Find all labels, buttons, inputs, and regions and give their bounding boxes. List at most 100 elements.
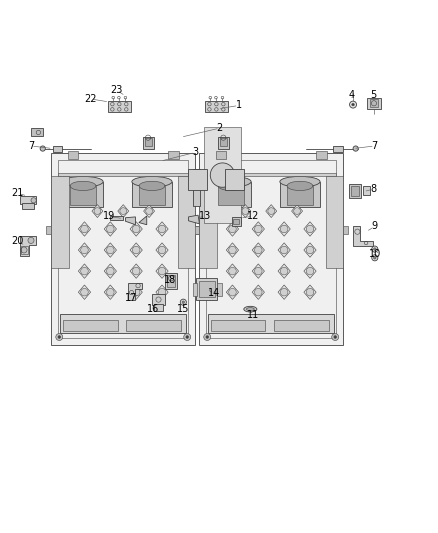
Text: 8: 8 bbox=[371, 184, 377, 194]
Bar bbox=[233, 219, 240, 224]
Bar bbox=[199, 281, 215, 297]
Bar bbox=[145, 138, 152, 146]
Bar bbox=[143, 137, 154, 149]
Circle shape bbox=[374, 248, 376, 251]
Text: 7: 7 bbox=[372, 141, 378, 151]
Text: 15: 15 bbox=[177, 304, 190, 314]
Circle shape bbox=[158, 246, 166, 254]
Ellipse shape bbox=[63, 176, 103, 187]
Ellipse shape bbox=[70, 181, 96, 190]
Polygon shape bbox=[130, 264, 142, 278]
Polygon shape bbox=[104, 222, 117, 236]
Polygon shape bbox=[156, 264, 168, 278]
Polygon shape bbox=[130, 243, 142, 257]
Polygon shape bbox=[304, 222, 316, 236]
Bar bbox=[204, 127, 241, 223]
Polygon shape bbox=[278, 243, 290, 257]
Text: 12: 12 bbox=[247, 212, 259, 221]
Text: 23: 23 bbox=[110, 85, 123, 95]
Polygon shape bbox=[304, 285, 316, 300]
Bar bbox=[53, 146, 62, 151]
Polygon shape bbox=[266, 205, 277, 217]
Bar bbox=[70, 186, 96, 205]
Circle shape bbox=[132, 225, 140, 233]
Circle shape bbox=[146, 208, 152, 214]
Polygon shape bbox=[125, 217, 135, 225]
Bar bbox=[225, 168, 244, 190]
Polygon shape bbox=[78, 222, 91, 236]
Bar bbox=[205, 101, 228, 112]
Circle shape bbox=[372, 255, 378, 261]
Text: 7: 7 bbox=[28, 141, 34, 151]
Polygon shape bbox=[278, 264, 290, 278]
Polygon shape bbox=[128, 283, 141, 301]
Bar bbox=[333, 146, 343, 151]
Bar bbox=[193, 283, 197, 296]
Bar bbox=[211, 182, 251, 207]
Bar bbox=[232, 217, 241, 225]
Bar bbox=[367, 98, 381, 109]
Bar bbox=[139, 186, 165, 205]
Circle shape bbox=[94, 208, 101, 214]
Text: 20: 20 bbox=[12, 236, 24, 246]
Bar bbox=[193, 168, 200, 206]
Polygon shape bbox=[78, 264, 91, 278]
Circle shape bbox=[242, 208, 249, 214]
Text: 22: 22 bbox=[85, 94, 97, 104]
Circle shape bbox=[28, 237, 34, 244]
Polygon shape bbox=[252, 222, 265, 236]
Circle shape bbox=[120, 208, 127, 214]
Bar bbox=[178, 176, 195, 268]
Bar bbox=[168, 151, 179, 158]
Text: 5: 5 bbox=[371, 90, 377, 100]
Text: 9: 9 bbox=[372, 221, 378, 231]
Bar bbox=[199, 154, 343, 345]
Bar bbox=[196, 278, 217, 301]
Polygon shape bbox=[226, 285, 239, 300]
Text: 18: 18 bbox=[164, 276, 177, 286]
Circle shape bbox=[353, 146, 358, 151]
Circle shape bbox=[21, 247, 27, 253]
Text: 2: 2 bbox=[217, 123, 223, 133]
Polygon shape bbox=[130, 285, 142, 300]
Polygon shape bbox=[156, 222, 168, 236]
Bar bbox=[316, 151, 327, 158]
Bar bbox=[287, 186, 313, 205]
Bar bbox=[326, 176, 343, 268]
Bar bbox=[51, 176, 69, 268]
Polygon shape bbox=[188, 215, 199, 224]
Circle shape bbox=[374, 256, 376, 259]
Polygon shape bbox=[92, 205, 103, 217]
Polygon shape bbox=[194, 226, 199, 234]
Bar bbox=[31, 128, 43, 136]
Bar bbox=[58, 160, 188, 338]
Bar bbox=[217, 283, 222, 296]
Circle shape bbox=[206, 336, 208, 338]
Circle shape bbox=[132, 268, 140, 275]
Ellipse shape bbox=[244, 306, 257, 312]
Bar bbox=[63, 182, 103, 207]
Circle shape bbox=[306, 225, 314, 233]
Text: 10: 10 bbox=[369, 249, 381, 260]
Polygon shape bbox=[240, 205, 251, 217]
Circle shape bbox=[204, 334, 211, 341]
Bar bbox=[370, 99, 378, 107]
Bar bbox=[218, 186, 244, 205]
Bar bbox=[220, 138, 227, 146]
Polygon shape bbox=[104, 264, 117, 278]
Circle shape bbox=[352, 103, 354, 106]
Text: 16: 16 bbox=[147, 304, 159, 314]
Bar bbox=[274, 320, 328, 332]
Bar bbox=[51, 154, 195, 345]
Circle shape bbox=[58, 336, 60, 338]
Polygon shape bbox=[139, 216, 147, 225]
Ellipse shape bbox=[247, 308, 254, 311]
Text: 4: 4 bbox=[349, 90, 355, 100]
Polygon shape bbox=[78, 285, 91, 300]
Polygon shape bbox=[292, 205, 303, 217]
Circle shape bbox=[254, 288, 262, 296]
Polygon shape bbox=[304, 264, 316, 278]
Bar bbox=[152, 294, 165, 305]
Circle shape bbox=[332, 334, 339, 341]
Circle shape bbox=[81, 246, 88, 254]
